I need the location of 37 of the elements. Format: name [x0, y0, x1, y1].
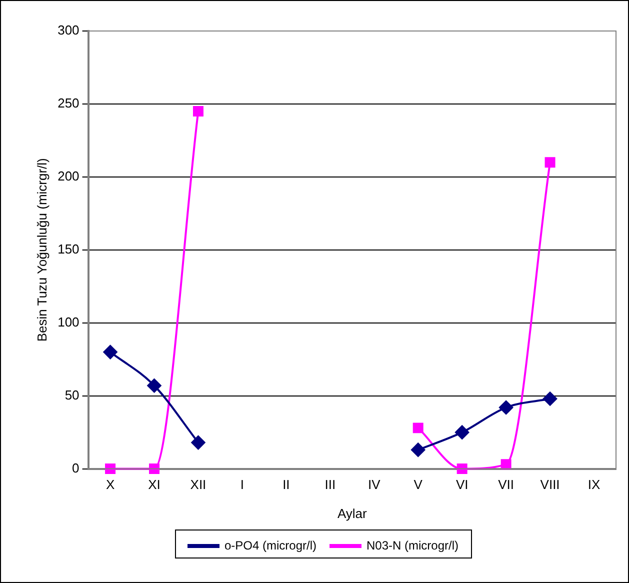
x-tick-label: X	[106, 477, 115, 492]
y-tick-label: 0	[72, 460, 80, 476]
point	[544, 157, 556, 168]
x-tick-label: II	[282, 477, 290, 492]
y-tick-label: 200	[58, 168, 80, 184]
x-tick-label: VI	[456, 477, 468, 492]
y-axis-title: Besin Tuzu Yoğunluğu (micrgr/l)	[34, 158, 50, 342]
x-tick-label: XII	[190, 477, 206, 492]
y-tick-label: 150	[58, 241, 80, 256]
point	[191, 436, 206, 450]
point	[500, 459, 512, 470]
x-axis-title: Aylar	[337, 506, 368, 521]
legend-label: N03-N (microgr/l)	[366, 538, 459, 552]
x-tick-label: V	[414, 477, 423, 492]
point	[412, 422, 424, 434]
x-tick-label: IV	[368, 477, 381, 492]
x-tick-label: VII	[498, 477, 514, 492]
y-tick-label: 100	[58, 314, 80, 330]
y-tick-label: 250	[58, 96, 80, 111]
point	[103, 345, 118, 360]
point	[411, 442, 426, 457]
point	[192, 106, 204, 117]
point	[455, 425, 470, 440]
point	[105, 464, 116, 474]
x-tick-label: III	[324, 477, 336, 492]
point	[543, 392, 558, 406]
legend-label: o-PO4 (microgr/l)	[224, 538, 317, 552]
x-tick-label: XI	[148, 477, 160, 492]
point	[456, 464, 468, 474]
y-tick-label: 300	[58, 22, 80, 38]
point	[149, 464, 160, 474]
point	[147, 378, 162, 393]
x-tick-label: IX	[588, 477, 600, 492]
x-tick-label: I	[240, 477, 244, 492]
point	[499, 400, 514, 415]
x-tick-label: VIII	[540, 477, 560, 492]
y-tick-label: 50	[64, 387, 80, 402]
